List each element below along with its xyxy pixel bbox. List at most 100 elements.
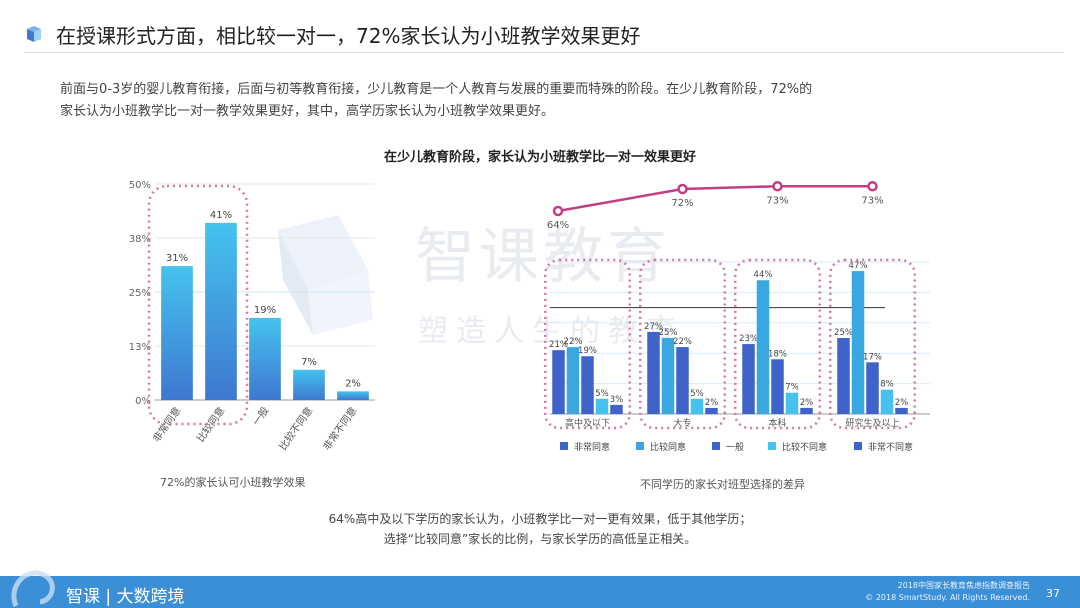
book-icon [27, 26, 41, 42]
watermark-text: 智课教育 [415, 222, 671, 292]
line-data-label: 64% [547, 220, 569, 231]
intro-line-2: 家长认为小班教学比一对一教学效果更好，其中，高学历家长认为小班教学效果更好。 [60, 104, 555, 119]
bar [205, 222, 237, 400]
chart-title: 在少儿教育阶段，家长认为小班教学比一对一效果更好 [383, 150, 696, 165]
data-label: 2% [705, 398, 719, 408]
y-tick-label: 50% [129, 180, 151, 191]
legend-label: 比较同意 [650, 441, 686, 453]
data-label: 19% [254, 305, 276, 316]
legend-swatch [712, 442, 720, 450]
bar [771, 359, 784, 414]
conclusion-line-2: 选择“比较同意”家长的比例，与家长学历的高低呈正相关。 [383, 532, 697, 546]
data-label: 21% [549, 340, 568, 350]
legend-label: 非常不同意 [868, 441, 913, 453]
data-label: 47% [849, 261, 868, 271]
page-title: 在授课形式方面，相比较一对一，72%家长认为小班教学效果更好 [56, 24, 641, 48]
bar [647, 331, 660, 414]
data-label: 5% [690, 389, 704, 399]
bar [161, 266, 193, 400]
x-tick-label: 非常不同意 [320, 404, 359, 452]
data-label: 31% [166, 253, 188, 264]
x-tick-label: 比较不同意 [276, 404, 315, 452]
bar [337, 391, 369, 400]
y-tick-label: 25% [129, 288, 151, 299]
line-point [552, 205, 564, 217]
data-label: 2% [895, 398, 909, 408]
data-label: 22% [673, 337, 692, 347]
line-data-label: 72% [671, 198, 693, 209]
line-point [677, 183, 688, 195]
x-tick-label: 一般 [249, 404, 271, 428]
data-label: 23% [739, 334, 758, 344]
legend-label: 一般 [726, 441, 744, 453]
bar [566, 347, 580, 414]
bar [851, 271, 865, 414]
bar [756, 280, 770, 414]
bar [293, 369, 325, 400]
data-label: 44% [754, 270, 773, 280]
y-tick-label: 38% [129, 234, 151, 245]
data-label: 22% [564, 337, 583, 347]
bar [661, 338, 675, 414]
bar [690, 398, 704, 414]
bar [676, 347, 689, 414]
legend-swatch [854, 442, 862, 450]
bar [552, 350, 565, 414]
data-label: 18% [768, 349, 787, 359]
data-label: 19% [578, 346, 597, 356]
legend-swatch [560, 442, 568, 450]
x-tick-label: 本科 [768, 417, 786, 429]
title-divider [24, 52, 1064, 53]
highlight-box [147, 184, 249, 426]
bar [895, 407, 908, 414]
left-bar-chart: 0% 13% 25% 38% 50% 31% 非常同意 41% 比较同意 19% 一般 7% 比较不同意… [129, 180, 375, 453]
data-label: 17% [863, 352, 882, 362]
data-label: 2% [800, 398, 814, 408]
legend-label: 比较不同意 [782, 441, 827, 453]
line-series [557, 185, 873, 213]
y-tick-label: 0% [135, 396, 151, 407]
bar [595, 398, 609, 414]
x-tick-label: 研究生及以上 [845, 417, 899, 429]
bar [866, 362, 879, 414]
bar [610, 404, 623, 414]
conclusion-line-1: 64%高中及以下学历的家长认为，小班教学比一对一更有效果，低于其他学历； [328, 512, 752, 526]
line-point [772, 181, 783, 192]
data-label: 5% [595, 389, 609, 399]
data-label: 41% [210, 210, 232, 221]
line-data-label: 73% [861, 195, 883, 206]
bar [785, 392, 799, 414]
bar [880, 389, 894, 414]
bar [581, 356, 594, 414]
data-label: 8% [880, 380, 894, 390]
intro-line-1: 前面与0-3岁的婴儿教育衔接，后面与初等教育衔接，少儿教育是一个人教育与发展的重… [60, 82, 813, 97]
bar [800, 407, 813, 414]
footer-bar [0, 576, 1080, 608]
footer-brand: 智课 | 大数跨境 [66, 587, 185, 607]
data-label: 27% [644, 322, 663, 332]
line-point [867, 181, 878, 192]
bar [249, 317, 281, 400]
footer-swirl-icon [11, 570, 55, 608]
y-tick-label: 13% [129, 342, 151, 353]
legend-swatch [768, 442, 776, 450]
bar [837, 338, 850, 414]
x-tick-label: 非常同意 [150, 404, 184, 444]
data-label: 25% [659, 328, 678, 338]
footer-copyright: © 2018 SmartStudy. All Rights Reserved. [865, 593, 1030, 602]
data-label: 3% [610, 395, 624, 405]
x-tick-label: 比较同意 [194, 404, 228, 444]
page-number: 37 [1046, 587, 1060, 600]
line-data-label: 73% [766, 195, 788, 206]
right-combo-chart: 21%22%19%5%3%高中及以下27%25%22%5%2%大专23%44%1… [544, 181, 930, 453]
data-label: 7% [785, 383, 799, 393]
x-tick-label: 高中及以下 [565, 417, 610, 429]
data-label: 2% [345, 378, 361, 389]
legend-swatch [636, 442, 644, 450]
left-chart-caption: 72%的家长认可小班教学效果 [160, 476, 306, 489]
data-label: 25% [834, 328, 853, 338]
x-tick-label: 大专 [673, 417, 691, 429]
legend-label: 非常同意 [574, 441, 610, 453]
watermark-logo [278, 215, 373, 335]
watermark-subtext: 塑造人生的教育 [418, 314, 684, 349]
